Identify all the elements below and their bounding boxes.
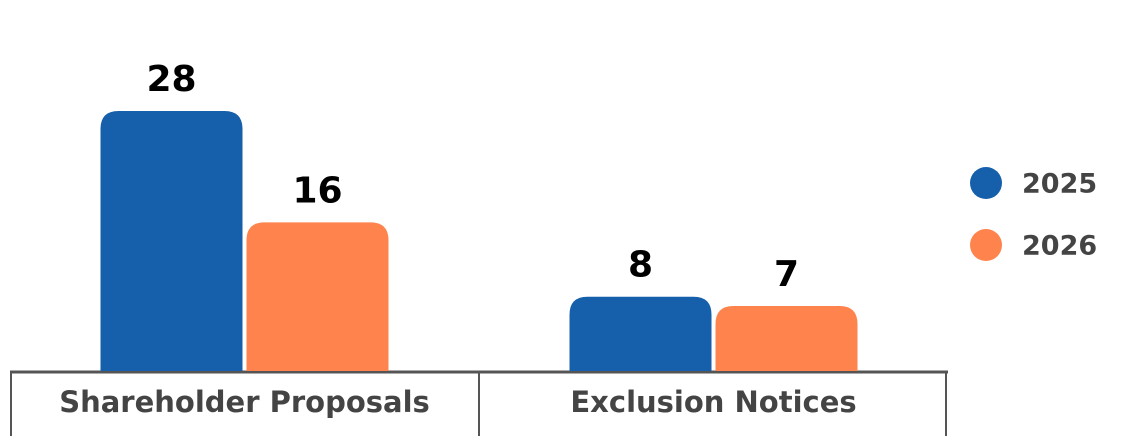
value-label: 7 <box>774 254 799 295</box>
value-label: 8 <box>628 245 653 286</box>
value-label: 16 <box>292 170 342 211</box>
bar <box>715 305 858 371</box>
category-label: Shareholder Proposals <box>59 385 430 419</box>
legend-swatch <box>970 167 1002 199</box>
category-label: Exclusion Notices <box>570 385 856 419</box>
bar <box>100 110 243 371</box>
bar <box>246 222 389 371</box>
legend-label: 2026 <box>1022 231 1097 262</box>
legend-label: 2025 <box>1022 169 1097 200</box>
value-label: 28 <box>146 59 196 100</box>
bar <box>569 296 712 371</box>
legend-swatch <box>970 229 1002 261</box>
